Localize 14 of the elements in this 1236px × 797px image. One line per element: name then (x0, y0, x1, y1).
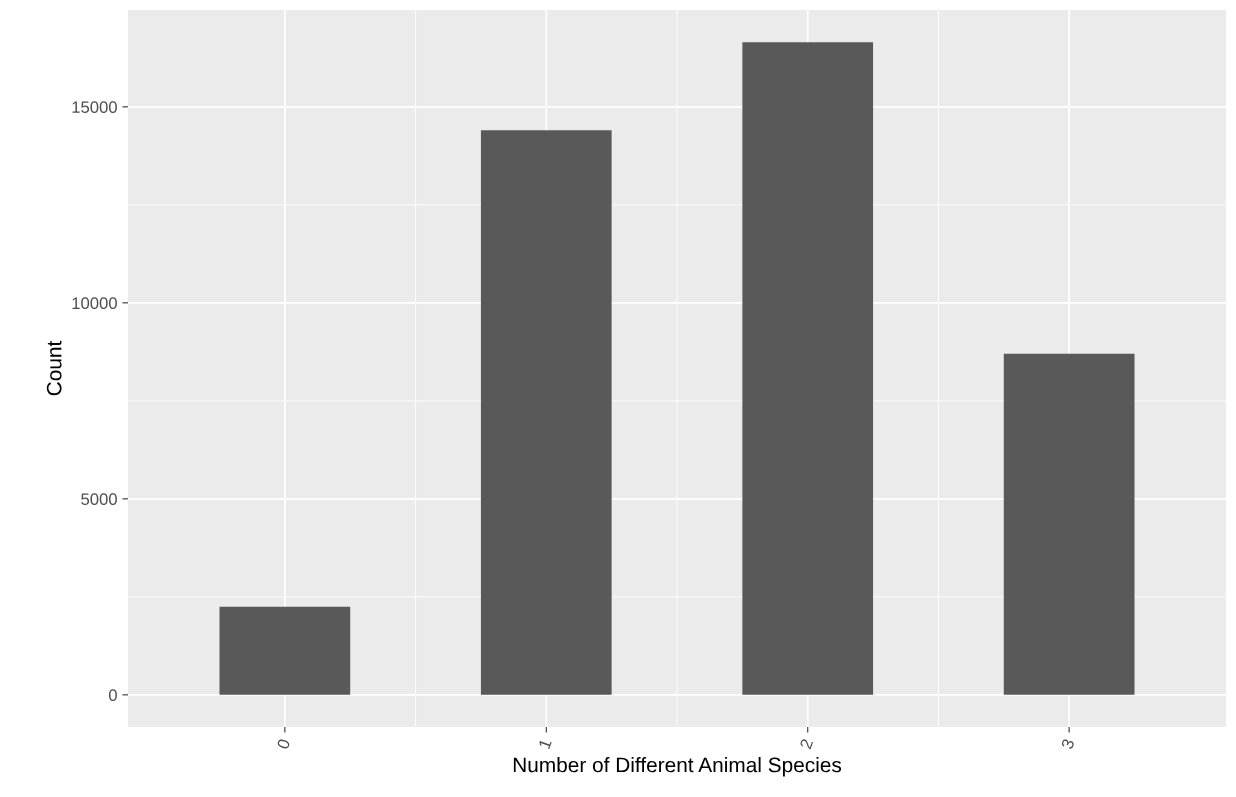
bar (742, 42, 874, 695)
y-tick-label: 5000 (81, 493, 117, 506)
x-tick-label: 0 (276, 738, 291, 750)
y-tick-label: 10000 (72, 297, 117, 310)
x-tick-label: 2 (799, 738, 814, 750)
y-axis-title: Count (46, 340, 62, 396)
bar (1003, 353, 1135, 695)
y-tick-label: 0 (108, 689, 117, 702)
y-tick-label: 15000 (72, 101, 117, 114)
x-axis-title: Number of Different Animal Species (513, 757, 842, 777)
x-tick-label: 1 (538, 738, 552, 750)
bar (480, 130, 612, 695)
x-tick-label: 3 (1060, 738, 1075, 750)
bar (219, 606, 351, 695)
